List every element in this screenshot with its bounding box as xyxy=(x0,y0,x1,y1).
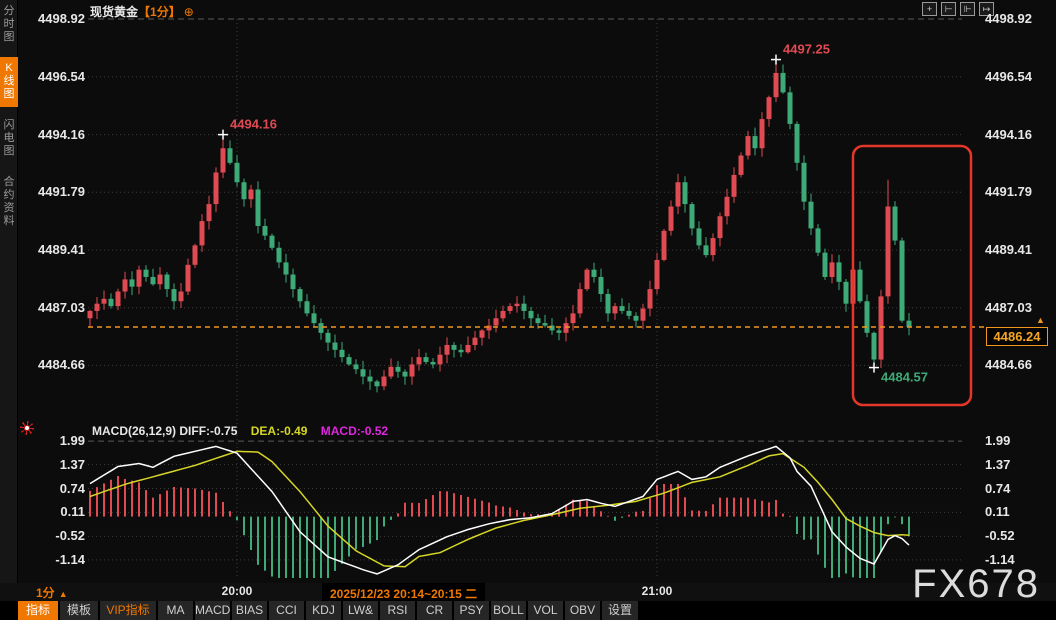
y-axis-label: 4484.66 xyxy=(985,357,1032,373)
dea-line xyxy=(89,450,910,568)
toolbar-button-CR[interactable]: CR xyxy=(417,601,452,620)
toolbar-button-VIP指标[interactable]: VIP指标 xyxy=(100,601,156,620)
y-axis-label: 4494.16 xyxy=(38,126,85,142)
y-axis-scale-icon[interactable]: ⊢ xyxy=(941,2,956,16)
y-axis-label: 4498.92 xyxy=(985,11,1032,26)
y-axis-label: -0.52 xyxy=(985,528,1015,544)
toolbar-button-OBV[interactable]: OBV xyxy=(565,601,600,620)
y-axis-label: 4487.03 xyxy=(985,299,1032,315)
toolbar-button-BOLL[interactable]: BOLL xyxy=(491,601,526,620)
swing-annotations: 4494.16 4497.25 4484.57 xyxy=(218,42,928,385)
diff-line xyxy=(89,445,910,575)
time-tick-20:00: 20:00 xyxy=(221,584,253,598)
add-compare-icon[interactable]: ⊕ xyxy=(183,5,194,19)
y-axis-label: 0.74 xyxy=(59,480,85,496)
y-axis-label: 4489.41 xyxy=(985,241,1032,257)
crosshair-icon[interactable]: + xyxy=(922,2,937,16)
time-axis: 1分 ▲ 20:00 21:00 2025/12/23 20:14~20:15 二 xyxy=(0,583,1056,604)
symbol-name: 现货黄金 xyxy=(90,5,139,19)
price-up-arrow-icon: ▲ xyxy=(1036,315,1045,325)
crosshair-time-range: 2025/12/23 20:14~20:15 二 xyxy=(322,583,486,604)
toolbar-button-模板[interactable]: 模板 xyxy=(60,601,98,620)
x-axis-scale-icon[interactable]: ⊩ xyxy=(960,2,975,16)
sidebar-item-合约资料[interactable]: 合约资料 xyxy=(3,176,15,227)
y-axis-label: 0.11 xyxy=(60,504,85,520)
alert-flash-icon[interactable] xyxy=(20,421,34,435)
sidebar-item-闪电图[interactable]: 闪电图 xyxy=(3,119,15,157)
y-axis-label: 4489.41 xyxy=(38,241,85,257)
svg-text:4494.16: 4494.16 xyxy=(230,117,277,132)
y-axis-label: 0.74 xyxy=(985,480,1011,496)
y-axis-label: 4491.79 xyxy=(38,184,85,200)
svg-text:4484.57: 4484.57 xyxy=(881,370,928,385)
toolbar-button-LW&[interactable]: LW& xyxy=(343,601,378,620)
interval-tag: 【1分】 xyxy=(138,5,181,19)
toolbar-button-CCI[interactable]: CCI xyxy=(269,601,304,620)
time-tick-21:00: 21:00 xyxy=(641,584,673,598)
interval-text: 1分 xyxy=(36,586,55,600)
y-axis-label: 4491.79 xyxy=(985,184,1032,200)
macd-indicator-header: MACD(26,12,9) DIFF:-0.75 DEA:-0.49 MACD:… xyxy=(92,424,388,438)
y-axis-label: 4484.66 xyxy=(38,357,85,373)
pan-right-icon[interactable]: ↦ xyxy=(979,2,994,16)
diff-value-label: DIFF:-0.75 xyxy=(179,424,238,438)
svg-text:4497.25: 4497.25 xyxy=(783,42,830,57)
macd-params-label: MACD(26,12,9) xyxy=(92,424,177,438)
y-axis-label: 4487.03 xyxy=(38,299,85,315)
toolbar-button-MA[interactable]: MA xyxy=(158,601,193,620)
toolbar-button-指标[interactable]: 指标 xyxy=(18,601,58,620)
candlestick-series xyxy=(87,59,912,393)
sidebar-item-分时图[interactable]: 分时图 xyxy=(3,5,15,43)
y-axis-label: 1.37 xyxy=(985,456,1011,472)
toolbar-button-设置[interactable]: 设置 xyxy=(602,601,638,620)
chart-title: 现货黄金【1分】 ⊕ xyxy=(90,3,194,20)
indicator-toolbar: 指标 模板 VIP指标 MA MACD BIAS CCI KDJ LW& RSI CR PSY BOLL… xyxy=(0,601,1056,620)
toolbar-button-RSI[interactable]: RSI xyxy=(380,601,415,620)
dea-value-label: DEA:-0.49 xyxy=(250,424,308,438)
y-axis-label: 4496.54 xyxy=(985,68,1032,84)
toolbar-button-KDJ[interactable]: KDJ xyxy=(306,601,341,620)
interval-dropdown-icon: ▲ xyxy=(58,589,68,599)
macd-panel xyxy=(89,445,910,578)
y-axis-label: 4496.54 xyxy=(38,68,85,84)
current-price-tag: 4486.24 xyxy=(986,327,1048,346)
y-axis-label: 4494.16 xyxy=(985,126,1032,142)
macd-value-label: MACD:-0.52 xyxy=(320,424,389,438)
brand-watermark: FX678 xyxy=(912,562,1040,606)
y-axis-label: 1.99 xyxy=(985,433,1011,449)
y-axis-label: 0.11 xyxy=(985,504,1010,520)
y-axis-label: -1.14 xyxy=(985,551,1015,567)
highlight-annotation-box xyxy=(851,144,973,407)
toolbar-button-MACD[interactable]: MACD xyxy=(195,601,230,620)
interval-selector[interactable]: 1分 ▲ xyxy=(36,584,68,601)
gridlines xyxy=(88,18,962,578)
toolbar-button-BIAS[interactable]: BIAS xyxy=(232,601,267,620)
y-axis-label: 1.37 xyxy=(59,456,85,472)
y-axis-label: 4498.92 xyxy=(38,11,85,26)
chart-tools: + ⊢ ⊩ ↦ xyxy=(922,2,994,16)
y-axis-label: -0.52 xyxy=(55,528,85,544)
y-axis-label: 1.99 xyxy=(59,433,85,449)
toolbar-button-VOL[interactable]: VOL xyxy=(528,601,563,620)
toolbar-button-PSY[interactable]: PSY xyxy=(454,601,489,620)
y-axis-label: -1.14 xyxy=(55,551,85,567)
